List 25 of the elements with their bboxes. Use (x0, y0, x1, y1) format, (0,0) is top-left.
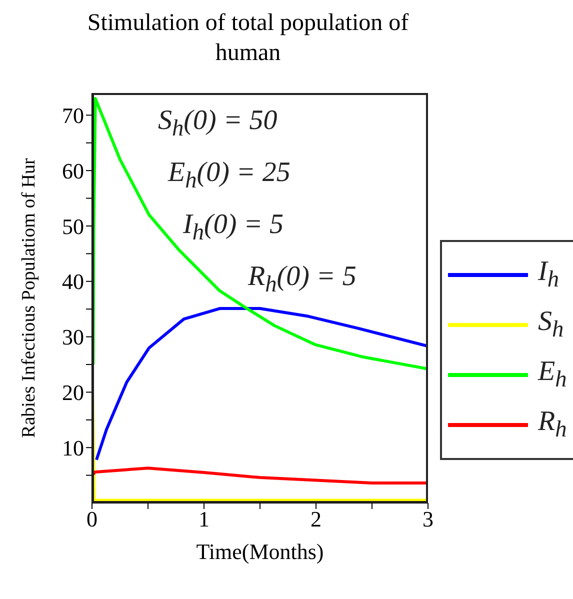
x-tick-label: 3 (422, 506, 434, 532)
y-tick-label: 20 (62, 380, 84, 405)
y-axis-title: Rabies Infectious Populatiom of Hur (18, 157, 40, 438)
annotation: S$_{h}$(0) = 50 (158, 105, 278, 142)
line-series (94, 307, 428, 462)
annotation: I$_{h}$(0) = 5 (183, 209, 284, 246)
y-tick-label: 50 (62, 214, 84, 239)
x-axis-title: Time(Months) (196, 539, 324, 564)
y-tick-label: 30 (62, 324, 84, 350)
y-tick-label: 60 (62, 158, 84, 184)
annotation: R$_{h}$(0) = 5 (248, 261, 356, 298)
legend-label: S$_{h}$ (538, 306, 564, 344)
legend-label: I$_{h}$ (538, 256, 559, 294)
x-tick-label: 2 (310, 506, 322, 532)
line-series (92, 466, 428, 485)
legend-label: E$_{h}$ (538, 356, 567, 394)
chart-title: Stimulation of total population of human (87, 10, 409, 66)
legend-label: R$_{h}$ (538, 406, 567, 444)
y-tick-label: 10 (62, 435, 84, 460)
y-tick-label: 40 (62, 269, 84, 294)
line-series (92, 97, 428, 370)
annotation: E$_{h}$(0) = 25 (168, 157, 290, 194)
y-tick-label: 70 (62, 102, 84, 128)
x-tick-label: 1 (198, 506, 210, 532)
x-tick-label: 0 (86, 506, 98, 532)
